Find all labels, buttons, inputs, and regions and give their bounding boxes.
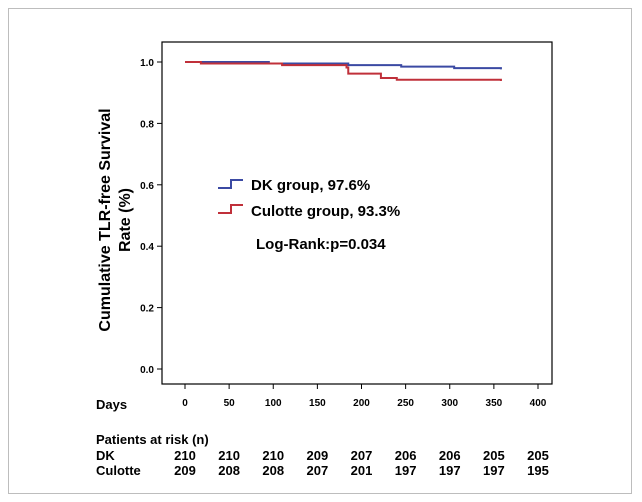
risk-row-label-culotte: Culotte bbox=[96, 463, 141, 478]
x-axis-label: Days bbox=[96, 397, 127, 412]
risk-value-culotte: 209 bbox=[174, 463, 196, 478]
risk-value-culotte: 197 bbox=[395, 463, 417, 478]
legend-label-dk: DK group, 97.6% bbox=[251, 177, 370, 194]
risk-table: Patients at risk (n) DK Culotte 210 210 21… bbox=[96, 432, 549, 478]
series-line-culotte bbox=[185, 61, 502, 82]
risk-value-culotte: 207 bbox=[307, 463, 329, 478]
x-tick-label: 100 bbox=[265, 398, 282, 409]
x-tick-label: 400 bbox=[530, 398, 547, 409]
risk-value-dk: 207 bbox=[351, 448, 373, 463]
x-tick-label: 250 bbox=[397, 398, 414, 409]
risk-table-title: Patients at risk (n) bbox=[96, 432, 209, 447]
x-tick-label: 300 bbox=[441, 398, 458, 409]
risk-value-dk: 205 bbox=[483, 448, 505, 463]
x-tick-label: 350 bbox=[486, 398, 503, 409]
y-tick-label: 0.8 bbox=[140, 119, 154, 130]
plot-box bbox=[161, 41, 553, 385]
y-tick-label: 0.2 bbox=[140, 304, 154, 315]
y-tick-label: 1.0 bbox=[140, 58, 154, 69]
risk-value-dk: 205 bbox=[527, 448, 549, 463]
series-layer bbox=[185, 61, 502, 82]
risk-row-label-dk: DK bbox=[96, 448, 115, 463]
x-tick-label: 0 bbox=[182, 398, 188, 409]
x-tick-label: 150 bbox=[309, 398, 326, 409]
legend-marker-dk bbox=[218, 179, 243, 189]
axes: 0.0 0.2 0.4 0.6 0.8 1.0 0 50 100 150 200 250 300 350 4… bbox=[140, 41, 553, 409]
legend: DK group, 97.6% Culotte group, 93.3% bbox=[218, 177, 400, 220]
risk-value-dk: 209 bbox=[307, 448, 329, 463]
legend-label-culotte: Culotte group, 93.3% bbox=[251, 203, 400, 220]
risk-value-culotte: 208 bbox=[218, 463, 240, 478]
risk-value-dk: 206 bbox=[439, 448, 461, 463]
legend-marker-culotte bbox=[218, 204, 243, 214]
risk-value-culotte: 201 bbox=[351, 463, 373, 478]
risk-value-dk: 206 bbox=[395, 448, 417, 463]
y-axis-label-line2: Rate (%) bbox=[117, 188, 134, 252]
y-tick-label: 0.0 bbox=[140, 365, 154, 376]
figure-frame bbox=[8, 8, 632, 494]
log-rank-annotation: Log-Rank:p=0.034 bbox=[256, 236, 386, 253]
x-tick-label: 50 bbox=[224, 398, 236, 409]
risk-value-culotte: 197 bbox=[439, 463, 461, 478]
y-axis-label-line1: Cumulative TLR-free Survival bbox=[97, 108, 114, 331]
risk-value-dk: 210 bbox=[218, 448, 240, 463]
risk-value-culotte: 208 bbox=[262, 463, 284, 478]
risk-value-culotte: 195 bbox=[527, 463, 549, 478]
risk-value-dk: 210 bbox=[262, 448, 284, 463]
y-tick-label: 0.6 bbox=[140, 181, 154, 192]
x-tick-label: 200 bbox=[353, 398, 370, 409]
y-tick-label: 0.4 bbox=[140, 242, 154, 253]
risk-value-culotte: 197 bbox=[483, 463, 505, 478]
risk-value-dk: 210 bbox=[174, 448, 196, 463]
